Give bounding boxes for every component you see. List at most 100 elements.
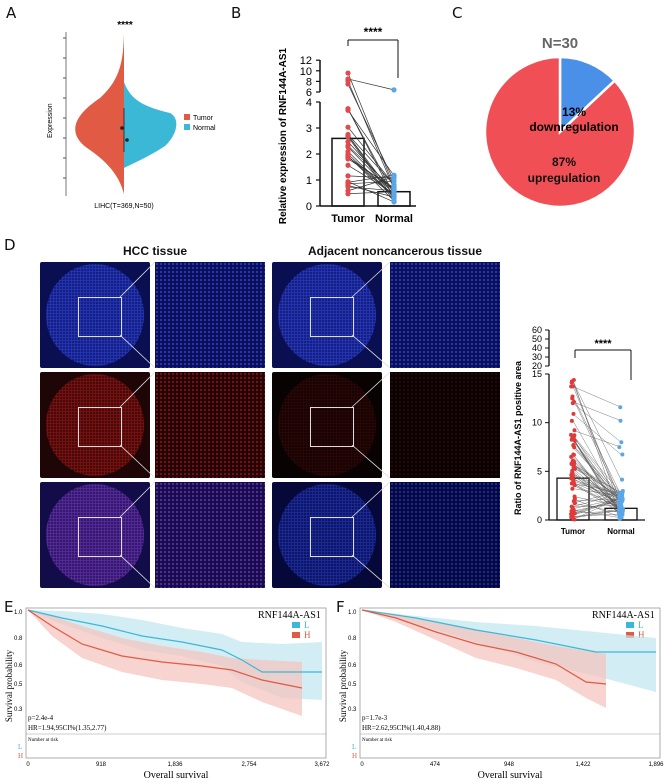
panel-f-ylabel: Survival probability <box>338 649 348 722</box>
panel-a-ylabel: Expression <box>47 103 54 138</box>
panel-d-tumor-point <box>572 428 577 433</box>
panel-b-ytick-label: 12 <box>300 55 312 67</box>
panel-a-legend-tumor: Tumor <box>193 115 214 122</box>
panel-d-tumor-point <box>571 377 576 382</box>
zoom-box <box>78 517 122 557</box>
panel-b-tumor-point <box>345 182 351 189</box>
panel-e-x-ticks: 0 918 1,836 2,754 3,672 <box>26 762 330 768</box>
panel-d-tumor-point <box>570 468 575 473</box>
panel-b-pair-line <box>347 134 395 186</box>
panel-d-xlabel-tumor: Tumor <box>561 527 585 536</box>
micrograph-r2-c2 <box>155 372 265 478</box>
panel-d-pair-line <box>572 454 622 512</box>
panel-b-pair-line <box>347 153 395 197</box>
panel-b-tumor-point <box>345 154 351 160</box>
panel-c-down-pct: 13% <box>562 105 586 119</box>
panel-f-y-ticks: 1.0 0.8 0.6 0.5 0.3 <box>348 610 357 713</box>
panel-e-risk-label: Number at risk <box>28 738 58 743</box>
panel-d-pair-line <box>572 483 622 494</box>
panel-d-tumor-point <box>569 481 574 486</box>
panel-d-normal-point <box>620 452 625 457</box>
panel-b-tumor-point <box>345 139 351 145</box>
svg-text:0.3: 0.3 <box>348 707 357 713</box>
panel-d-pair-line <box>572 483 622 510</box>
panel-c-pie-chart: N=30 13% downregulation 87% upregulation <box>483 35 637 209</box>
panel-letter-b: B <box>231 4 242 22</box>
panel-c-up-label: upregulation <box>528 171 601 185</box>
panel-f-x-ticks: 0 474 948 1,422 1,896 <box>360 762 664 768</box>
panel-letter-f: F <box>336 598 345 616</box>
panel-b-pair-line <box>347 155 395 202</box>
panel-d-normal-point <box>619 440 624 445</box>
panel-d-col-title-adjacent: Adjacent noncancerous tissue <box>307 244 483 258</box>
panel-d-normal-point <box>620 477 625 482</box>
panel-b-tumor-point <box>345 191 351 197</box>
panel-d-pair-line <box>572 490 622 504</box>
micrograph-r3-c3 <box>272 482 382 588</box>
panel-d-pair-line <box>572 460 622 501</box>
panel-d-pair-line <box>572 386 622 502</box>
panel-b-significance: **** <box>364 25 383 39</box>
panel-e-ylabel: Survival probability <box>4 649 14 722</box>
micrograph-r1-c1 <box>40 262 150 368</box>
panel-b-pair-line <box>347 181 395 203</box>
panel-d-pair-line <box>572 447 622 500</box>
micrograph-r1-c4 <box>390 262 500 368</box>
panel-d-pair-line <box>572 475 622 506</box>
panel-a-y-ticks <box>63 37 66 179</box>
panel-f-legend-h: H <box>638 630 645 640</box>
panel-b-tumor-point <box>345 144 351 150</box>
panel-d-ylabel: Ratio of RNF144A-AS1 positive area <box>513 360 523 515</box>
micrograph-r3-c1 <box>40 482 150 588</box>
panel-d-ytick-label: 20 <box>532 361 542 371</box>
panel-d-significance: **** <box>594 338 612 350</box>
panel-b-ytick-label: 0 <box>306 201 312 213</box>
panel-d-chart: Ratio of RNF144A-AS1 positive area 0 5 10 1… <box>513 325 645 536</box>
svg-text:0: 0 <box>26 762 30 768</box>
panel-f-xlabel: Overall survival <box>478 770 543 781</box>
panel-d-ytick-label: 15 <box>532 369 542 379</box>
panel-d-pair-line <box>572 445 622 503</box>
panel-a-significance: **** <box>117 20 133 31</box>
panel-d-pair-line <box>572 464 622 494</box>
panel-b-pair-line <box>347 191 395 195</box>
panel-c-down-label: downregulation <box>529 120 618 134</box>
panel-b-normal-point <box>391 191 397 197</box>
panel-letter-d: D <box>4 236 16 254</box>
zoom-box <box>78 297 122 337</box>
panel-b-pair-line <box>347 175 395 179</box>
svg-text:0.8: 0.8 <box>348 636 357 642</box>
panel-b-chart: Relative expression of RNF144A-AS1 0 12 3 4… <box>278 25 416 225</box>
svg-text:918: 918 <box>96 762 107 768</box>
panel-d-pair-line <box>572 497 622 520</box>
panel-d-tumor-point <box>572 445 577 450</box>
svg-text:948: 948 <box>504 762 515 768</box>
panel-d-tumor-point <box>570 506 575 511</box>
panel-f-legend-l: L <box>638 620 644 630</box>
panel-b-tumor-point <box>345 70 351 76</box>
panel-d-tumor-point <box>569 476 574 481</box>
panel-b-ytick-label: 8 <box>306 76 312 88</box>
panel-d-tumor-point <box>572 501 577 506</box>
panel-letter-c: C <box>452 4 463 22</box>
svg-text:0.5: 0.5 <box>14 682 23 688</box>
panel-d-pair-line <box>572 498 622 509</box>
micrograph-r3-c4 <box>390 482 500 588</box>
panel-b-ytick-label: 4 <box>306 97 312 109</box>
panel-d-tumor-point <box>571 465 576 470</box>
panel-d-pair-line <box>572 413 622 455</box>
panel-d-xlabel-normal: Normal <box>607 527 635 536</box>
panel-d-pair-line <box>572 496 622 506</box>
svg-text:0: 0 <box>360 762 364 768</box>
panel-f-hr: HR=2.62,95CI%(1.40,4.88) <box>362 724 441 732</box>
panel-d-pair-line <box>572 430 622 448</box>
panel-b-ytick-label: 3 <box>306 123 312 135</box>
panel-b-ylabel: Relative expression of RNF144A-AS1 <box>278 47 289 224</box>
panel-d-pair-line <box>572 456 622 513</box>
svg-text:474: 474 <box>430 762 441 768</box>
panel-b-ytick-label: 10 <box>300 66 312 78</box>
panel-b-pair-line <box>347 72 395 187</box>
panel-e-title: RNF144A-AS1 <box>258 610 321 621</box>
panel-d-tumor-point <box>572 494 577 499</box>
panel-a-legend-normal-swatch <box>184 124 190 130</box>
